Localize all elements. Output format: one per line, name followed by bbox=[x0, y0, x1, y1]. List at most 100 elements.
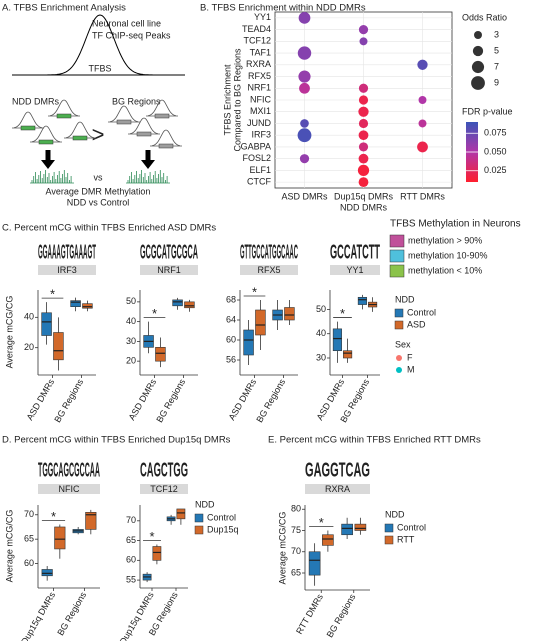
box bbox=[354, 523, 367, 531]
significance: * bbox=[51, 509, 56, 524]
box bbox=[41, 312, 52, 336]
y-tick-label: 30 bbox=[126, 336, 136, 346]
dot bbox=[358, 83, 369, 93]
legend-title: TFBS Methylation in Neurons bbox=[390, 219, 521, 230]
legend-swatch bbox=[384, 523, 394, 533]
y-tick-label: ELF1 bbox=[249, 165, 271, 175]
y-tick-label: JUND bbox=[247, 118, 271, 128]
box bbox=[332, 328, 342, 352]
y-tick-label: 75 bbox=[291, 525, 301, 535]
facet-label: NRF1 bbox=[157, 265, 181, 275]
box bbox=[284, 307, 295, 321]
box bbox=[308, 551, 321, 576]
significance: * bbox=[252, 284, 257, 299]
legend-dot bbox=[474, 31, 482, 39]
y-tick-label: 40 bbox=[24, 312, 34, 322]
x-tick-label: RTT DMRs bbox=[294, 592, 325, 636]
region-box bbox=[136, 131, 152, 137]
colorbar-label: 0.075 bbox=[484, 128, 507, 138]
y-tick-label: 40 bbox=[316, 328, 326, 338]
box bbox=[357, 296, 367, 305]
motif-logo: GTTGCCATGGCAAC bbox=[240, 241, 298, 263]
significance: * bbox=[50, 287, 55, 302]
small-peak bbox=[129, 117, 159, 135]
legend-label: methylation > 90% bbox=[408, 235, 482, 245]
legend-swatch bbox=[389, 264, 405, 278]
x-tick-label: BG Regions bbox=[325, 592, 358, 639]
legend-label: ASD bbox=[407, 319, 426, 329]
y-axis-label: Average mCG/CG bbox=[277, 512, 287, 585]
motif-logo: GGAAAGTGAAAGT bbox=[38, 241, 96, 263]
legend-label: F bbox=[407, 352, 413, 362]
x-axis-label: NDD DMRs bbox=[340, 202, 387, 212]
peak-label: TF ChIP-seq Peaks bbox=[92, 30, 171, 40]
x-tick-label: RTT DMRs bbox=[400, 191, 445, 201]
dot bbox=[299, 154, 310, 164]
legend-label: Control bbox=[397, 522, 426, 532]
facet-strip bbox=[305, 484, 370, 494]
significance: * bbox=[340, 306, 345, 321]
legend-label: M bbox=[407, 364, 415, 374]
legend-swatch bbox=[389, 249, 405, 263]
region-box bbox=[56, 113, 72, 119]
dot bbox=[418, 96, 427, 104]
facet-strip bbox=[38, 484, 100, 494]
legend-label: 9 bbox=[494, 77, 499, 87]
box bbox=[53, 332, 64, 361]
y-tick-label: 30 bbox=[316, 352, 326, 362]
result-label: NDD vs Control bbox=[67, 197, 130, 207]
y-tick-label: 70 bbox=[126, 515, 136, 525]
box bbox=[82, 303, 93, 309]
dot bbox=[298, 12, 311, 24]
y-tick-label: 70 bbox=[24, 509, 34, 519]
chart-title: D. Percent mCG within TFBS Enriched Dup1… bbox=[2, 435, 231, 446]
result-label: Average DMR Methylation bbox=[46, 186, 151, 196]
x-tick-label: ASD DMRs bbox=[281, 191, 328, 201]
dot bbox=[358, 177, 369, 188]
region-box bbox=[20, 125, 36, 131]
y-tick-label: 65 bbox=[291, 567, 301, 577]
dot bbox=[358, 118, 369, 129]
box bbox=[41, 569, 53, 577]
y-tick-label: 80 bbox=[291, 504, 301, 514]
legend-title: Odds Ratio bbox=[462, 12, 507, 22]
y-tick-label: 50 bbox=[126, 296, 136, 306]
region-box bbox=[154, 113, 170, 119]
x-tick-label: BG Regions bbox=[254, 377, 287, 424]
small-peak bbox=[65, 121, 95, 139]
facet-label: NFIC bbox=[59, 484, 80, 494]
box bbox=[172, 299, 183, 307]
y-tick-label: 20 bbox=[24, 342, 34, 352]
dot bbox=[300, 119, 309, 128]
legend-label: RTT bbox=[397, 534, 415, 544]
y-axis-label: Average mCG/CG bbox=[4, 510, 14, 583]
facet-strip bbox=[38, 265, 96, 275]
significance: * bbox=[319, 515, 324, 530]
box bbox=[343, 350, 353, 359]
significance: * bbox=[152, 306, 157, 321]
facet-strip bbox=[330, 265, 380, 275]
y-tick-label: RFX5 bbox=[248, 71, 271, 81]
chart-title: C. Percent mCG within TFBS Enriched ASD … bbox=[2, 223, 216, 234]
y-tick-label: TCF12 bbox=[243, 36, 271, 46]
dot bbox=[358, 25, 369, 35]
comparison-sign: > bbox=[92, 122, 105, 147]
legend-dot bbox=[471, 60, 485, 74]
dot bbox=[417, 59, 428, 70]
region-box bbox=[158, 143, 174, 149]
y-tick-label: 60 bbox=[226, 334, 236, 344]
facet-label: TCF12 bbox=[150, 484, 178, 494]
legend-label: methylation < 10% bbox=[408, 265, 482, 275]
legend-label: Control bbox=[407, 307, 436, 317]
y-tick-label: GABPA bbox=[241, 141, 271, 151]
legend-title: Sex bbox=[395, 339, 411, 349]
y-tick-label: TEAD4 bbox=[242, 24, 271, 34]
facet-label: RFX5 bbox=[257, 265, 280, 275]
box bbox=[322, 534, 334, 546]
colorbar-label: 0.025 bbox=[484, 165, 507, 175]
x-tick-label: ASD DMRs bbox=[127, 377, 159, 422]
legend-title: NDD bbox=[395, 294, 415, 304]
small-peak bbox=[31, 125, 61, 143]
legend-point bbox=[396, 367, 402, 373]
